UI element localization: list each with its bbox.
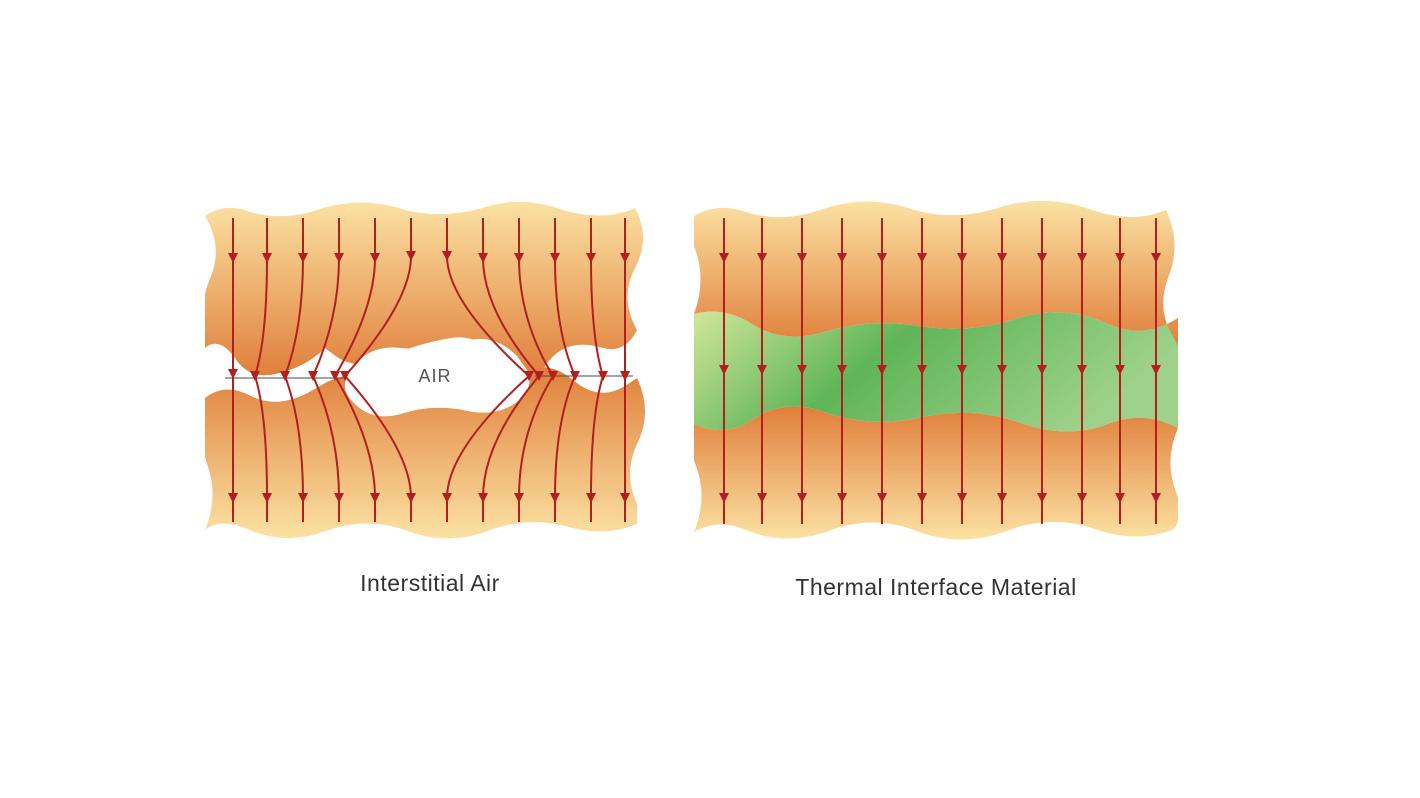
caption-right: Thermal Interface Material: [694, 574, 1178, 601]
panel-thermal-interface-material: [694, 198, 1178, 542]
panel-interstitial-air: AIR: [205, 198, 655, 542]
diagram-stage: AIR Interstitial Air: [0, 0, 1420, 798]
air-label: AIR: [418, 366, 451, 386]
bottom-surface: [694, 407, 1178, 540]
caption-left: Interstitial Air: [205, 570, 655, 597]
